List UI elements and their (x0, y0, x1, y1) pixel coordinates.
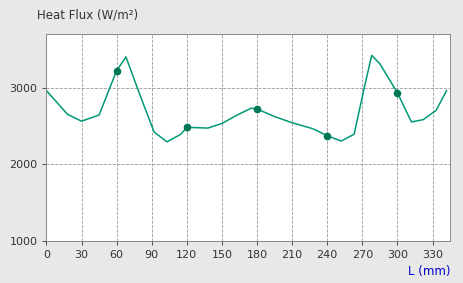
Text: L (mm): L (mm) (407, 265, 449, 278)
Text: Heat Flux (W/m²): Heat Flux (W/m²) (37, 8, 138, 22)
